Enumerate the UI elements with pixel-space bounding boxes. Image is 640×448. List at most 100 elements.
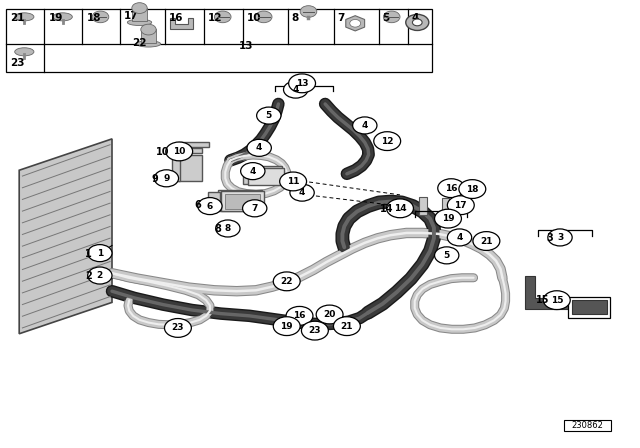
Text: 19: 19 (442, 214, 454, 223)
Circle shape (243, 200, 267, 217)
Circle shape (141, 24, 156, 35)
Text: 4: 4 (456, 233, 463, 242)
Text: 16: 16 (293, 311, 306, 320)
Bar (178, 155, 202, 181)
Circle shape (289, 74, 316, 93)
Text: 19: 19 (49, 13, 63, 23)
Text: 5: 5 (266, 111, 272, 120)
Circle shape (247, 139, 271, 156)
Text: 2: 2 (97, 271, 103, 280)
Bar (564, 420, 611, 431)
Text: 21: 21 (480, 237, 493, 246)
Circle shape (92, 11, 109, 23)
Text: 4: 4 (250, 167, 256, 176)
Text: 8: 8 (214, 224, 221, 234)
Circle shape (280, 172, 307, 191)
Text: 22: 22 (280, 277, 293, 286)
Bar (218, 190, 262, 211)
Circle shape (473, 232, 500, 250)
Text: 18: 18 (466, 185, 479, 194)
Bar (568, 297, 610, 318)
Bar (419, 197, 427, 215)
Text: 3: 3 (546, 233, 553, 243)
Ellipse shape (53, 13, 72, 21)
Text: 12: 12 (381, 137, 394, 146)
Bar (178, 142, 209, 147)
Circle shape (257, 107, 281, 124)
Text: 4: 4 (256, 143, 262, 152)
Circle shape (166, 142, 193, 161)
Circle shape (548, 229, 572, 246)
Circle shape (316, 305, 343, 324)
Text: 20: 20 (323, 310, 336, 319)
Text: 4: 4 (362, 121, 368, 130)
Circle shape (241, 163, 265, 180)
Text: 15: 15 (550, 296, 563, 305)
Circle shape (255, 11, 272, 23)
Text: 13: 13 (239, 41, 253, 51)
Ellipse shape (15, 13, 34, 21)
Text: 12: 12 (207, 13, 222, 23)
Text: 10: 10 (156, 147, 169, 157)
Text: 23: 23 (308, 326, 321, 335)
Circle shape (406, 14, 429, 30)
Text: 7: 7 (252, 204, 258, 213)
Text: 8: 8 (225, 224, 231, 233)
Text: 17: 17 (124, 11, 139, 21)
Circle shape (214, 11, 231, 23)
Circle shape (543, 291, 570, 310)
Text: 9: 9 (163, 174, 170, 183)
Circle shape (290, 184, 314, 201)
Circle shape (412, 19, 422, 26)
Text: 21: 21 (10, 13, 25, 23)
Text: 7: 7 (337, 13, 345, 23)
Text: 6: 6 (207, 202, 213, 211)
Text: 6: 6 (194, 200, 201, 210)
Text: 2: 2 (85, 271, 92, 281)
Circle shape (154, 170, 179, 187)
Circle shape (438, 179, 465, 198)
Text: 15: 15 (536, 295, 549, 305)
Text: 5: 5 (444, 251, 450, 260)
Text: 4: 4 (299, 188, 305, 197)
Polygon shape (525, 276, 574, 309)
Text: 14: 14 (380, 204, 393, 214)
Circle shape (353, 117, 377, 134)
Text: 19: 19 (280, 322, 293, 331)
Polygon shape (19, 139, 112, 334)
Text: 3: 3 (557, 233, 563, 242)
Text: 18: 18 (87, 13, 102, 23)
Bar (208, 192, 220, 210)
Circle shape (88, 245, 112, 262)
Circle shape (333, 317, 360, 336)
Text: 16: 16 (445, 184, 458, 193)
Circle shape (284, 81, 308, 98)
Circle shape (88, 267, 112, 284)
Polygon shape (172, 148, 202, 181)
Circle shape (374, 132, 401, 151)
Circle shape (447, 196, 474, 215)
Text: 21: 21 (340, 322, 353, 331)
Text: 8: 8 (291, 13, 298, 23)
Text: 5: 5 (382, 13, 389, 23)
Text: 1: 1 (97, 249, 103, 258)
Circle shape (350, 20, 361, 27)
Circle shape (383, 11, 400, 23)
Polygon shape (346, 16, 365, 31)
Text: 14: 14 (394, 204, 406, 213)
Ellipse shape (127, 19, 152, 26)
Text: 4: 4 (292, 85, 299, 94)
Bar (132, 8, 147, 21)
Circle shape (435, 209, 461, 228)
Ellipse shape (136, 41, 161, 47)
Text: 230862: 230862 (572, 421, 604, 430)
Circle shape (273, 317, 300, 336)
Bar (6, 9, 432, 72)
Text: 13: 13 (296, 79, 308, 88)
Bar (225, 194, 260, 209)
Circle shape (286, 306, 313, 325)
Text: 23: 23 (10, 58, 25, 68)
Bar (243, 166, 282, 184)
Polygon shape (170, 18, 193, 29)
Bar (248, 168, 284, 185)
